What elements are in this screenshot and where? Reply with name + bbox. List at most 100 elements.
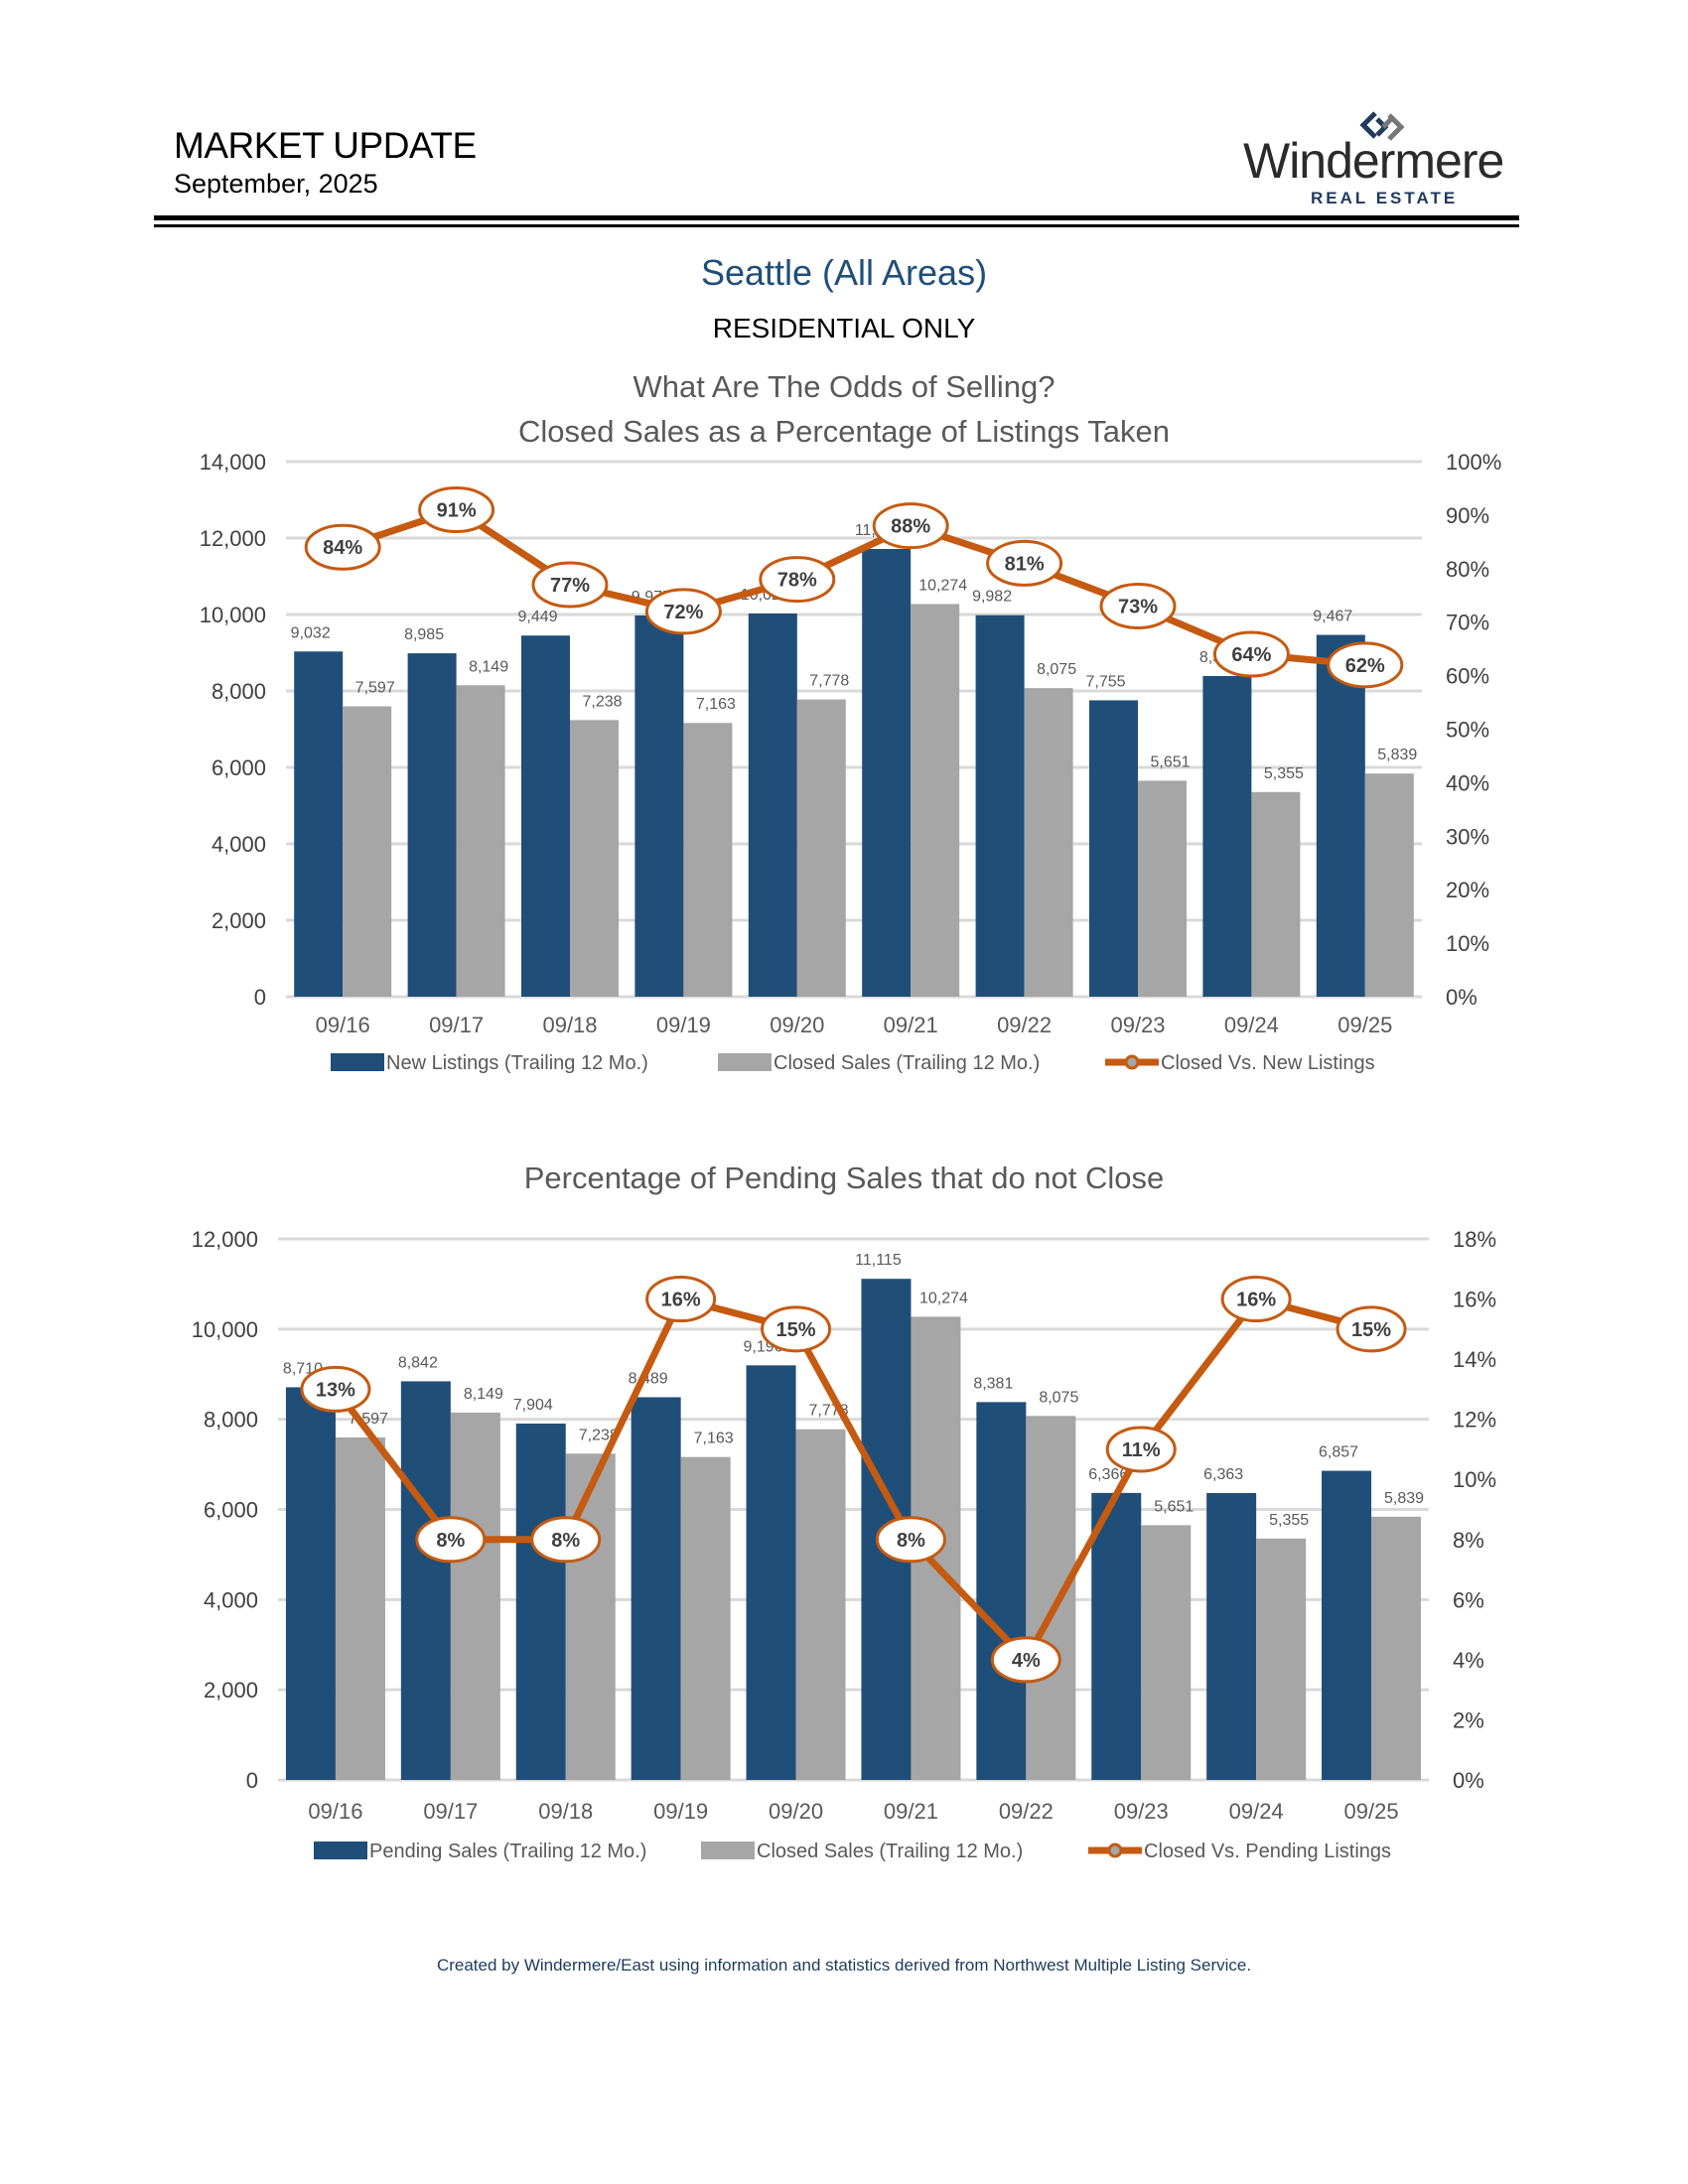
bar-data-label: 9,032 [291,624,331,641]
y-tick-label: 12,000 [192,1227,258,1252]
y2-tick-label: 6% [1453,1587,1484,1612]
y2-tick-label: 70% [1446,611,1489,635]
bar-closed-sales [1141,1525,1192,1780]
line-point-marker [1099,583,1177,630]
bar-data-label: 7,163 [696,696,736,713]
y2-tick-label: 20% [1446,878,1489,902]
line-data-label: 78% [777,570,817,592]
x-tick-label: 09/16 [316,1013,370,1037]
line-point-marker [872,502,949,550]
bar-closed-sales [565,1453,616,1780]
bar-closed-sales [1138,780,1187,997]
bar-primary [294,651,344,997]
legend-label: Closed Vs. Pending Listings [1144,1841,1391,1862]
legend-swatch [718,1053,772,1071]
bar-closed-sales [1256,1538,1307,1780]
line-point-marker [300,1365,371,1413]
bar-primary [285,1387,336,1780]
y2-tick-label: 16% [1453,1288,1496,1312]
legend-label: Closed Vs. New Listings [1161,1052,1375,1074]
header-divider-thick [154,215,1519,220]
bar-data-label: 6,363 [1203,1466,1243,1483]
bar-primary [862,549,912,997]
bar-primary [631,1397,681,1780]
legend-label: Closed Sales (Trailing 12 Mo.) [774,1052,1040,1074]
x-tick-label: 09/17 [429,1013,484,1037]
line-point-marker [759,556,836,604]
bar-data-label: 9,449 [517,609,557,625]
line-point-marker [990,1636,1061,1684]
x-tick-label: 09/24 [1229,1799,1284,1824]
bar-closed-sales [680,1456,731,1780]
chart-title: What Are The Odds of Selling? [633,369,1055,404]
x-tick-label: 09/16 [308,1799,362,1824]
bar-closed-sales [456,685,505,997]
bar-closed-sales [796,699,846,997]
x-tick-label: 09/25 [1344,1799,1399,1824]
bar-data-label: 11,115 [855,1252,902,1269]
y2-tick-label: 8% [1453,1528,1484,1553]
bar-data-label: 5,839 [1384,1490,1424,1507]
bar-primary [1091,1492,1142,1780]
line-data-label: 15% [1351,1319,1391,1341]
bar-data-label: 8,075 [1039,1389,1078,1406]
line-point-marker [531,561,609,609]
bar-closed-sales [1364,773,1414,997]
windermere-logo-icon [1359,111,1405,141]
bar-primary [634,614,684,997]
bar-primary [746,1365,796,1780]
logo-wordmark: Windermere [1243,133,1504,189]
line-point-marker [1105,1426,1177,1473]
bar-primary [975,614,1025,997]
y-tick-label: 8,000 [204,1408,258,1433]
bar-data-label: 7,163 [694,1431,734,1447]
line-data-label: 73% [1118,597,1158,618]
y2-tick-label: 60% [1446,664,1489,689]
line-data-label: 91% [437,500,477,522]
y-tick-label: 10,000 [192,1317,258,1342]
y2-tick-label: 0% [1453,1768,1484,1793]
y-tick-label: 4,000 [211,832,266,857]
y-tick-label: 14,000 [200,450,266,475]
bar-closed-sales [450,1412,500,1780]
page-title: Seattle (All Areas) [700,252,988,293]
header-divider-thin [154,224,1519,227]
y2-tick-label: 12% [1453,1408,1496,1433]
odds-of-selling-chart: What Are The Odds of Selling? Closed Sale… [200,369,1502,1074]
bar-primary [1202,675,1252,997]
x-tick-label: 09/23 [1110,1013,1165,1037]
legend-swatch [331,1053,384,1071]
bar-data-label: 9,982 [972,589,1012,606]
x-tick-label: 09/22 [999,1799,1054,1824]
bar-data-label: 5,651 [1154,1498,1194,1515]
bar-data-label: 9,467 [1313,609,1352,625]
y-tick-label: 6,000 [211,755,266,780]
bar-data-label: 8,985 [404,626,444,643]
line-data-label: 8% [436,1530,465,1552]
y-tick-label: 0 [254,985,266,1010]
line-data-label: 64% [1231,644,1271,666]
bar-primary [748,613,797,997]
bar-primary [1316,634,1365,997]
line-data-label: 81% [1005,553,1045,575]
legend-label: Pending Sales (Trailing 12 Mo.) [369,1841,646,1862]
bar-data-label: 5,355 [1264,765,1304,782]
line-data-label: 8% [551,1530,580,1552]
line-point-marker [1336,1305,1407,1353]
line-point-marker [644,588,722,635]
bar-data-label: 6,857 [1319,1444,1358,1461]
legend-marker-icon [1124,1054,1140,1070]
line-point-marker [875,1516,946,1564]
source-footer: Created by Windermere/East using informa… [436,1956,1252,1975]
line-data-label: 15% [776,1319,816,1341]
bar-data-label: 5,355 [1269,1512,1309,1529]
legend-label: Closed Sales (Trailing 12 Mo.) [757,1841,1023,1862]
y-tick-label: 12,000 [200,526,266,551]
y2-tick-label: 10% [1446,931,1489,956]
y2-tick-label: 2% [1453,1707,1484,1732]
bar-closed-sales [911,604,960,997]
y2-tick-label: 30% [1446,824,1489,849]
line-point-marker [304,523,381,571]
line-point-marker [418,486,495,534]
line-data-label: 88% [891,516,930,538]
